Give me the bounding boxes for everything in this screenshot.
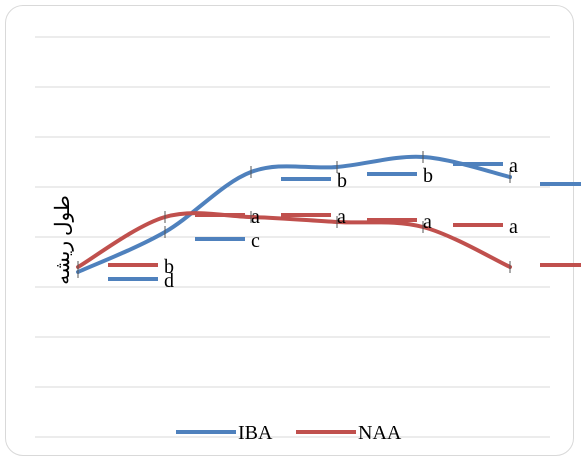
significance-letter: b xyxy=(423,165,433,187)
gridlines xyxy=(35,36,550,438)
series-line-iba xyxy=(76,154,512,274)
series-lines xyxy=(76,151,512,278)
significance-letter: a xyxy=(337,206,346,228)
significance-letter: c xyxy=(251,230,260,252)
significance-letters: dcbbabbaaaab xyxy=(108,155,581,292)
significance-letter: d xyxy=(164,270,174,292)
legend: IBA NAA xyxy=(176,422,402,444)
significance-letter: a xyxy=(509,216,518,238)
chart-area xyxy=(5,5,574,456)
significance-letter: a xyxy=(509,155,518,177)
significance-letter: b xyxy=(337,170,347,192)
series-line-naa xyxy=(76,211,512,269)
legend-label-iba: IBA xyxy=(238,422,273,444)
legend-label-naa: NAA xyxy=(358,422,402,444)
significance-letter: a xyxy=(423,211,432,233)
significance-letter: a xyxy=(251,206,260,228)
y-axis-label: طول ريشه xyxy=(52,195,74,285)
significance-letter: b xyxy=(164,256,174,278)
